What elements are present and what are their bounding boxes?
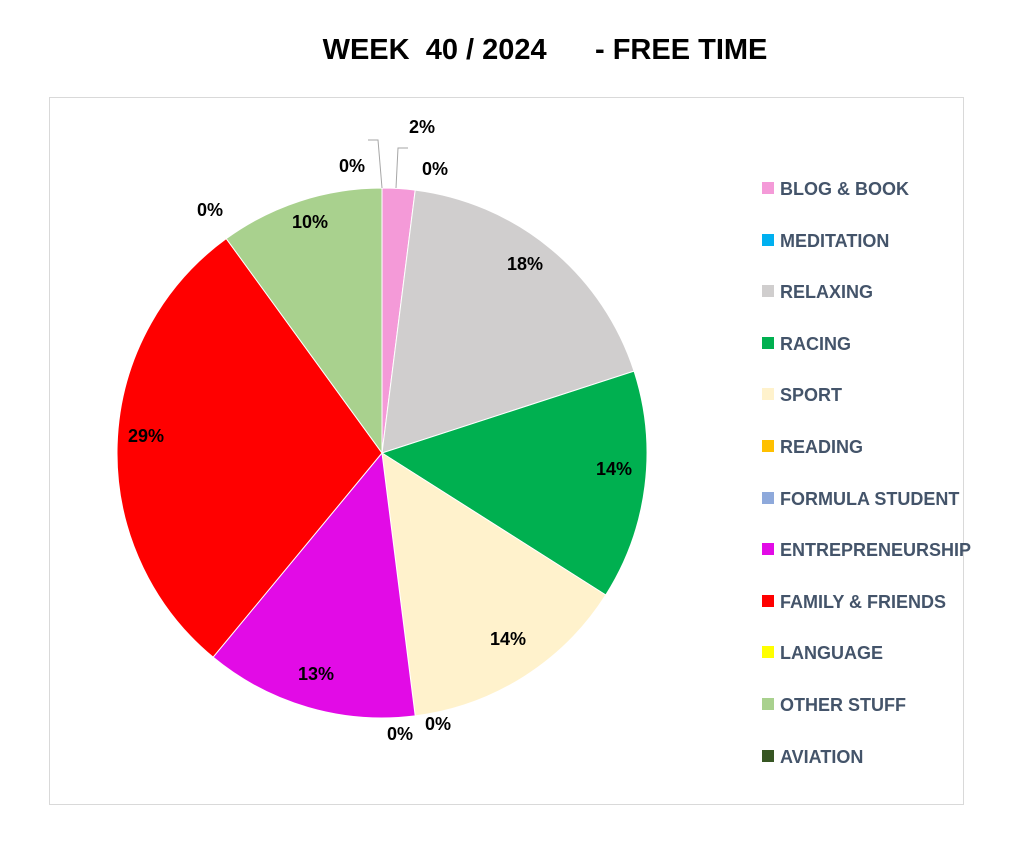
data-label-sport: 14% — [490, 629, 526, 649]
legend-swatch — [762, 543, 774, 556]
leader-line-aviation — [368, 139, 383, 189]
legend-swatch — [762, 388, 774, 401]
leader-line-meditation — [395, 147, 408, 189]
data-label-meditation: 0% — [422, 159, 448, 179]
legend-label: READING — [780, 437, 864, 457]
legend-label: FORMULA STUDENT — [780, 488, 960, 509]
legend-label: RELAXING — [780, 282, 874, 303]
data-label-formula-student: 0% — [387, 724, 413, 744]
chart-area — [49, 97, 964, 805]
legend-label: OTHER STUFF — [780, 695, 906, 715]
pie-slice-relaxing — [381, 189, 635, 454]
legend-swatch — [762, 285, 774, 298]
legend-swatch — [762, 491, 774, 504]
legend-swatch — [762, 233, 774, 246]
legend-swatch — [762, 182, 774, 194]
data-label-blog-and-book: 2% — [409, 117, 435, 137]
legend-swatch — [762, 336, 774, 349]
pie-slice-sport — [381, 452, 607, 717]
data-label-racing: 14% — [596, 459, 632, 479]
pie-slice-family-and-friends — [116, 237, 383, 658]
legend-label: BLOG & BOOK — [780, 179, 909, 199]
data-label-relaxing: 18% — [507, 254, 543, 274]
legend-swatch — [762, 698, 774, 710]
legend-label: FAMILY & FRIENDS — [780, 591, 947, 612]
legend-label: ENTREPRENEURSHIP — [780, 540, 972, 561]
pie-slice-other-stuff — [225, 187, 383, 455]
pie-slice-entrepreneurship — [212, 451, 416, 719]
pie-slice-racing — [380, 370, 648, 596]
chart-title: WEEK 40 / 2024 - FREE TIME — [322, 34, 768, 66]
legend-label: SPORT — [780, 385, 843, 406]
data-label-other-stuff: 10% — [292, 212, 328, 232]
data-label-language: 0% — [197, 200, 223, 220]
legend-label: MEDITATION — [780, 230, 890, 251]
legend-label: RACING — [780, 333, 851, 354]
data-label-reading: 0% — [425, 714, 451, 734]
legend-label: LANGUAGE — [780, 643, 883, 664]
data-label-family-and-friends: 29% — [128, 426, 164, 446]
data-label-aviation: 0% — [339, 156, 365, 176]
legend-swatch — [762, 646, 774, 659]
legend-swatch — [762, 749, 774, 762]
legend-swatch — [762, 440, 774, 452]
legend-label: AVIATION — [780, 746, 864, 767]
legend-swatch — [762, 594, 774, 607]
data-label-entrepreneurship: 13% — [298, 664, 334, 684]
